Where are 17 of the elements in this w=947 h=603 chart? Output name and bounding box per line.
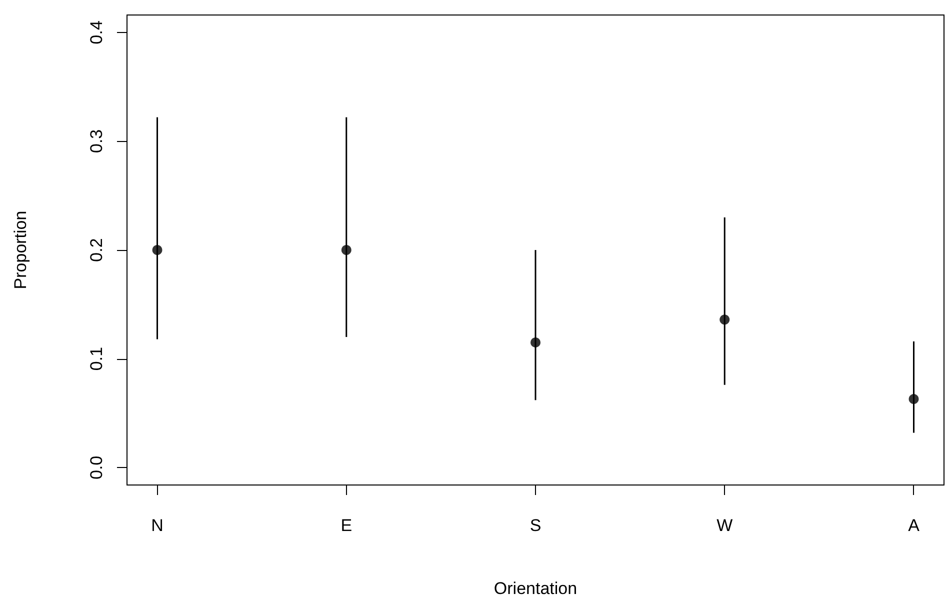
x-tick-label: A (908, 516, 920, 535)
point (530, 337, 540, 348)
y-tick-label: 0.0 (87, 456, 106, 480)
point (720, 314, 730, 325)
point (908, 394, 919, 404)
point (341, 245, 352, 255)
x-axis-title: Orientation (494, 579, 578, 598)
x-tick-label: N (151, 516, 164, 535)
y-tick-label: 0.3 (87, 129, 106, 154)
y-tick-label: 0.2 (87, 238, 106, 262)
x-tick-label: W (716, 516, 733, 535)
y-tick-label: 0.4 (87, 20, 106, 44)
point (152, 245, 162, 255)
y-axis-title: Proportion (11, 210, 30, 290)
x-tick-label: S (530, 516, 542, 535)
y-tick-label: 0.1 (87, 346, 106, 371)
x-tick-label: E (340, 516, 352, 535)
